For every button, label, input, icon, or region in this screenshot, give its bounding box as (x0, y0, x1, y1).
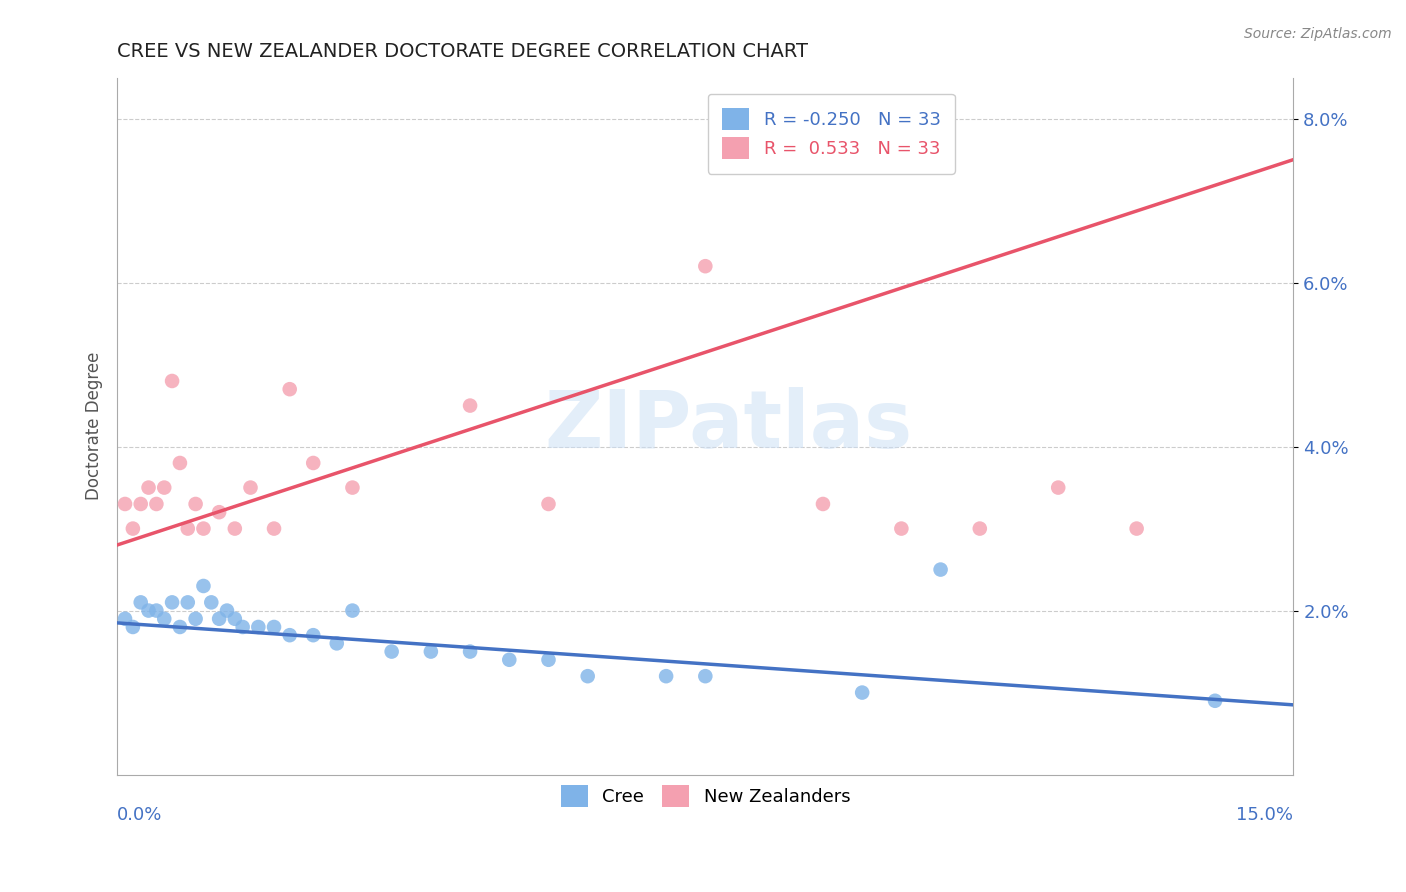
Point (232, 620, 254, 634)
Y-axis label: Doctorate Degree: Doctorate Degree (86, 352, 103, 500)
Point (1204, 694, 1226, 708)
Point (1125, 522, 1147, 536)
Point (695, 669, 717, 683)
Point (1047, 481, 1070, 495)
Legend: Cree, New Zealanders: Cree, New Zealanders (554, 778, 858, 814)
Point (537, 653, 560, 667)
Point (302, 456, 325, 470)
Point (138, 604, 160, 618)
Point (929, 563, 952, 577)
Point (193, 579, 215, 593)
Point (655, 669, 678, 683)
Point (239, 481, 262, 495)
Point (302, 628, 325, 642)
Point (215, 604, 238, 618)
Point (177, 522, 200, 536)
Point (342, 604, 364, 618)
Point (381, 644, 404, 658)
Point (890, 522, 912, 536)
Point (169, 456, 191, 470)
Point (114, 612, 136, 626)
Text: CREE VS NEW ZEALANDER DOCTORATE DEGREE CORRELATION CHART: CREE VS NEW ZEALANDER DOCTORATE DEGREE C… (117, 42, 808, 61)
Point (278, 382, 301, 396)
Point (326, 636, 349, 650)
Point (537, 497, 560, 511)
Text: Source: ZipAtlas.com: Source: ZipAtlas.com (1244, 27, 1392, 41)
Point (342, 481, 364, 495)
Point (138, 481, 160, 495)
Point (969, 522, 991, 536)
Point (122, 522, 145, 536)
Text: ZIPatlas: ZIPatlas (544, 387, 912, 465)
Point (153, 481, 176, 495)
Point (224, 612, 246, 626)
Point (129, 497, 152, 511)
Point (811, 497, 834, 511)
Point (263, 522, 285, 536)
Point (145, 497, 167, 511)
Point (184, 612, 207, 626)
Point (458, 399, 481, 413)
Point (193, 522, 215, 536)
Point (160, 595, 183, 609)
Text: 0.0%: 0.0% (117, 806, 163, 824)
Point (419, 644, 441, 658)
Point (114, 497, 136, 511)
Point (184, 497, 207, 511)
Point (278, 628, 301, 642)
Point (145, 604, 167, 618)
Point (177, 595, 200, 609)
Point (160, 374, 183, 388)
Point (695, 259, 717, 273)
Point (153, 612, 176, 626)
Point (129, 595, 152, 609)
Point (169, 620, 191, 634)
Point (208, 612, 231, 626)
Point (122, 620, 145, 634)
Point (498, 653, 520, 667)
Point (263, 620, 285, 634)
Point (200, 595, 222, 609)
Point (851, 685, 873, 699)
Text: 15.0%: 15.0% (1236, 806, 1294, 824)
Point (247, 620, 270, 634)
Point (208, 505, 231, 519)
Point (576, 669, 599, 683)
Point (224, 522, 246, 536)
Point (458, 644, 481, 658)
